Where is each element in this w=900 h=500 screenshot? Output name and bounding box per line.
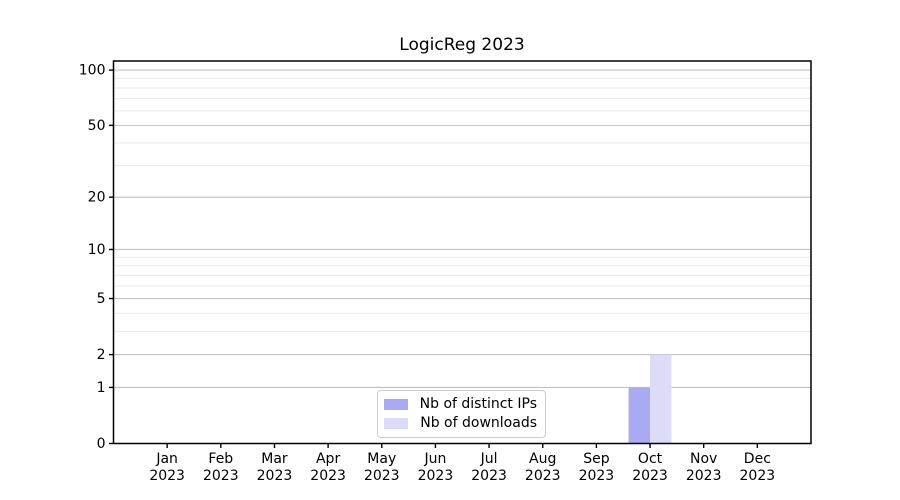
legend-item-downloads: Nb of downloads — [384, 415, 537, 432]
x-tick-label-month: Aug — [529, 451, 556, 467]
x-tick-label-year: 2023 — [418, 468, 454, 484]
bar-distinct-ips — [628, 387, 651, 444]
y-tick-label: 10 — [88, 242, 106, 258]
x-tick-label-year: 2023 — [257, 468, 293, 484]
x-tick-label-month: Apr — [316, 451, 340, 467]
x-tick-label-month: Jul — [480, 451, 498, 467]
x-tick-label-year: 2023 — [686, 468, 722, 484]
x-tick-label-month: Feb — [208, 451, 233, 467]
bar-downloads — [650, 354, 672, 444]
x-tick-label-month: Nov — [690, 451, 717, 467]
y-tick-label: 20 — [88, 190, 106, 206]
chart-title: LogicReg 2023 — [399, 35, 525, 55]
legend-swatch-downloads — [384, 417, 409, 429]
x-tick-label-month: May — [367, 451, 396, 467]
y-tick-label: 2 — [97, 347, 106, 363]
legend: Nb of distinct IPs Nb of downloads — [377, 390, 546, 438]
legend-swatch-distinct-ips — [383, 399, 408, 411]
y-tick-label: 0 — [97, 436, 106, 452]
x-tick-label-month: Jan — [155, 451, 178, 467]
x-tick-label-year: 2023 — [364, 468, 400, 484]
legend-item-distinct-ips: Nb of distinct IPs — [383, 396, 537, 413]
legend-label-downloads: Nb of downloads — [420, 415, 537, 432]
x-tick-label-year: 2023 — [203, 468, 239, 484]
legend-label-distinct-ips: Nb of distinct IPs — [419, 396, 537, 413]
x-tick-label-year: 2023 — [740, 468, 776, 484]
x-tick-label-year: 2023 — [471, 468, 507, 484]
y-tick-label: 1 — [97, 380, 106, 396]
y-tick-label: 100 — [79, 63, 106, 79]
y-tick-label: 5 — [97, 291, 106, 307]
x-tick-label-month: Mar — [261, 451, 288, 467]
x-tick-label-year: 2023 — [149, 468, 185, 484]
axes-spines — [112, 60, 812, 445]
x-tick-label-month: Oct — [638, 451, 663, 467]
x-tick-label-month: Sep — [583, 451, 610, 467]
x-tick-label-month: Dec — [744, 451, 771, 467]
x-tick-label-year: 2023 — [579, 468, 615, 484]
x-tick-label-year: 2023 — [310, 468, 346, 484]
x-tick-label-year: 2023 — [525, 468, 561, 484]
x-tick-label-month: Jun — [423, 451, 446, 467]
y-tick-label: 50 — [88, 118, 106, 134]
x-tick-label-year: 2023 — [632, 468, 668, 484]
